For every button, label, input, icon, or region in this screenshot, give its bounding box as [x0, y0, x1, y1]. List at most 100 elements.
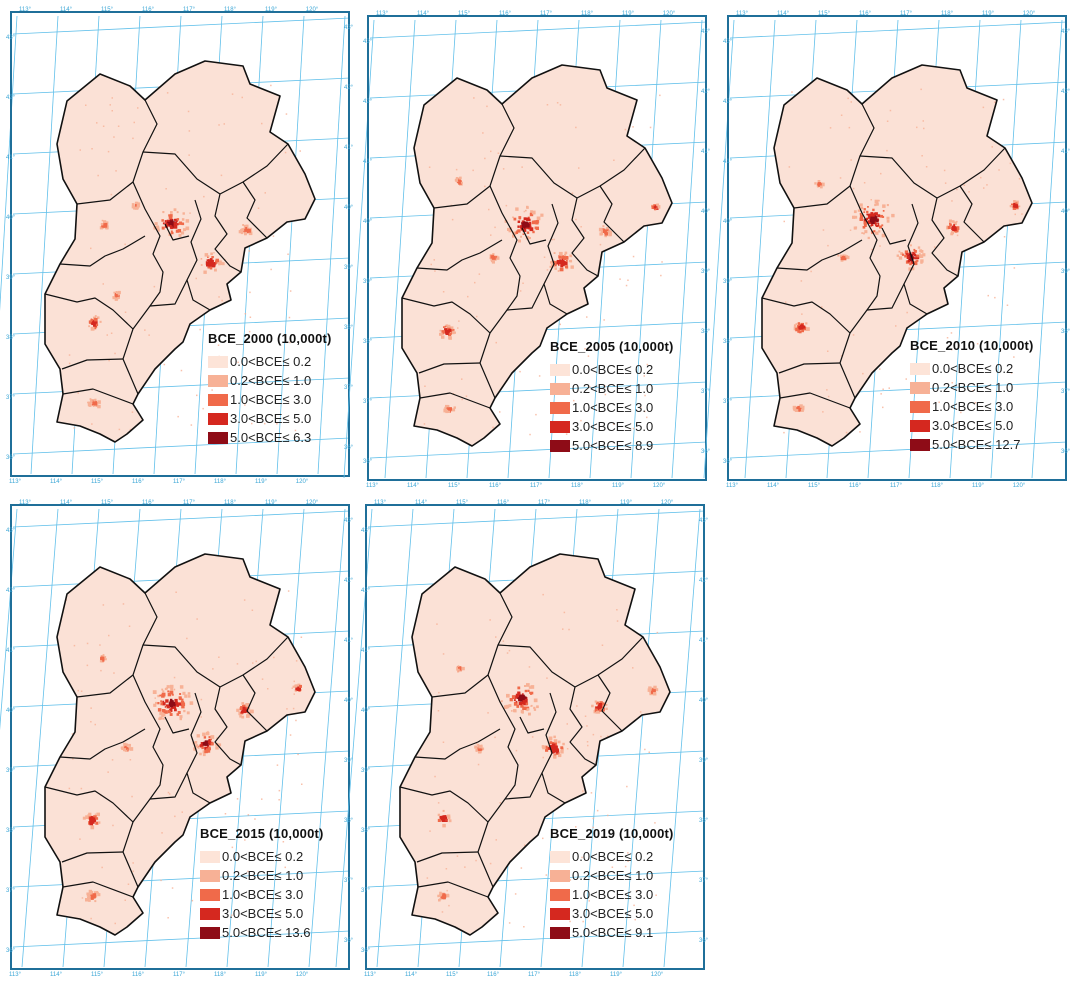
emission-cell	[278, 799, 280, 801]
emission-cell	[91, 818, 93, 821]
latitude-label: 42°	[344, 85, 354, 91]
emission-cell	[493, 259, 496, 261]
emission-cell	[169, 690, 174, 695]
emission-cell	[132, 862, 134, 864]
longitude-label: 114°	[777, 11, 790, 17]
emission-cell	[176, 713, 180, 716]
emission-cell	[247, 228, 251, 233]
emission-cell	[179, 717, 182, 721]
meridian-line	[0, 508, 18, 731]
emission-cell	[882, 204, 886, 208]
emission-cell	[446, 409, 449, 413]
emission-cell	[88, 325, 90, 328]
emission-cell	[449, 332, 452, 335]
latitude-label: 40°	[699, 698, 709, 704]
emission-cell	[442, 291, 445, 293]
emission-cell	[904, 254, 907, 258]
emission-cell	[626, 785, 628, 788]
emission-cell	[525, 209, 527, 212]
emission-cell	[162, 690, 165, 693]
emission-cell	[114, 352, 116, 355]
emission-cell	[202, 753, 206, 757]
emission-cell	[827, 395, 830, 398]
latitude-label: 41°	[363, 159, 373, 165]
emission-cell	[515, 207, 519, 211]
latitude-label: 40°	[723, 219, 733, 225]
emission-cell	[440, 895, 444, 899]
emission-cell	[580, 226, 582, 228]
longitude-label: 115°	[91, 479, 104, 485]
emission-cell	[528, 686, 532, 689]
emission-cell	[94, 813, 97, 815]
emission-cell	[535, 226, 539, 230]
latitude-label: 43°	[361, 528, 371, 534]
emission-cell	[472, 169, 474, 172]
prefecture-boundary	[76, 99, 158, 205]
emission-cell	[107, 150, 110, 153]
map-frame	[727, 15, 1067, 481]
emission-cell	[458, 667, 460, 669]
emission-cell	[880, 393, 882, 395]
emission-cell	[174, 815, 176, 818]
prefecture-boundary	[569, 686, 597, 766]
emission-cell	[546, 677, 548, 679]
emission-cell	[236, 798, 239, 800]
longitude-label: 119°	[972, 483, 985, 489]
swatch	[550, 888, 570, 901]
emission-cell	[455, 168, 458, 171]
latitude-label: 40°	[6, 708, 16, 714]
emission-cell	[254, 818, 256, 820]
emission-cell	[556, 748, 559, 752]
emission-cell	[592, 817, 595, 820]
emission-cell	[826, 389, 828, 391]
emission-cell	[131, 203, 135, 206]
emission-cell	[976, 343, 979, 345]
emission-cell	[132, 870, 134, 872]
emission-cell	[111, 759, 114, 761]
emission-cell	[521, 166, 523, 168]
emission-cell	[880, 214, 883, 218]
emission-cell	[207, 740, 210, 743]
emission-cell	[68, 787, 71, 790]
emission-cell	[880, 172, 882, 175]
latitude-label: 37°	[723, 399, 733, 405]
swatch	[910, 381, 930, 394]
emission-cell	[655, 688, 659, 692]
emission-cell	[111, 110, 113, 112]
emission-cell	[829, 127, 832, 129]
emission-cell	[98, 821, 101, 824]
emission-cell	[548, 737, 552, 741]
emission-cell	[108, 359, 110, 362]
longitude-label: 120°	[306, 7, 319, 13]
emission-cell	[494, 226, 496, 229]
emission-cell	[218, 124, 220, 126]
latitude-label: 38°	[1061, 329, 1071, 335]
emission-cell	[231, 93, 234, 95]
latitude-label: 41°	[6, 155, 16, 161]
latitude-label: 36°	[723, 459, 733, 465]
prefecture-boundary	[839, 185, 881, 399]
longitude-label: 119°	[612, 483, 625, 489]
emission-cell	[587, 744, 589, 747]
latitude-label: 36°	[699, 938, 709, 944]
emission-cell	[156, 226, 160, 230]
emission-cell	[557, 740, 561, 744]
emission-cell	[204, 253, 209, 257]
emission-cell	[193, 747, 197, 751]
emission-cell	[556, 102, 559, 104]
emission-cell	[448, 819, 452, 823]
emission-cell	[124, 743, 128, 747]
emission-cell	[128, 625, 131, 627]
emission-cell	[437, 710, 440, 712]
prefecture-boundary	[242, 181, 268, 239]
map-panel-2019: 113° 113° 114° 114° 115° 115° 116° 116° 117° 117°…	[335, 497, 710, 978]
latitude-label: 36°	[361, 948, 371, 954]
meridian-line	[317, 15, 346, 475]
emission-cell	[217, 344, 220, 346]
emission-cell	[86, 642, 89, 645]
emission-cell	[508, 649, 511, 652]
emission-cell	[491, 260, 495, 264]
latitude-label: 39°	[1061, 269, 1071, 275]
emission-cell	[944, 182, 947, 184]
emission-cell	[561, 255, 566, 259]
